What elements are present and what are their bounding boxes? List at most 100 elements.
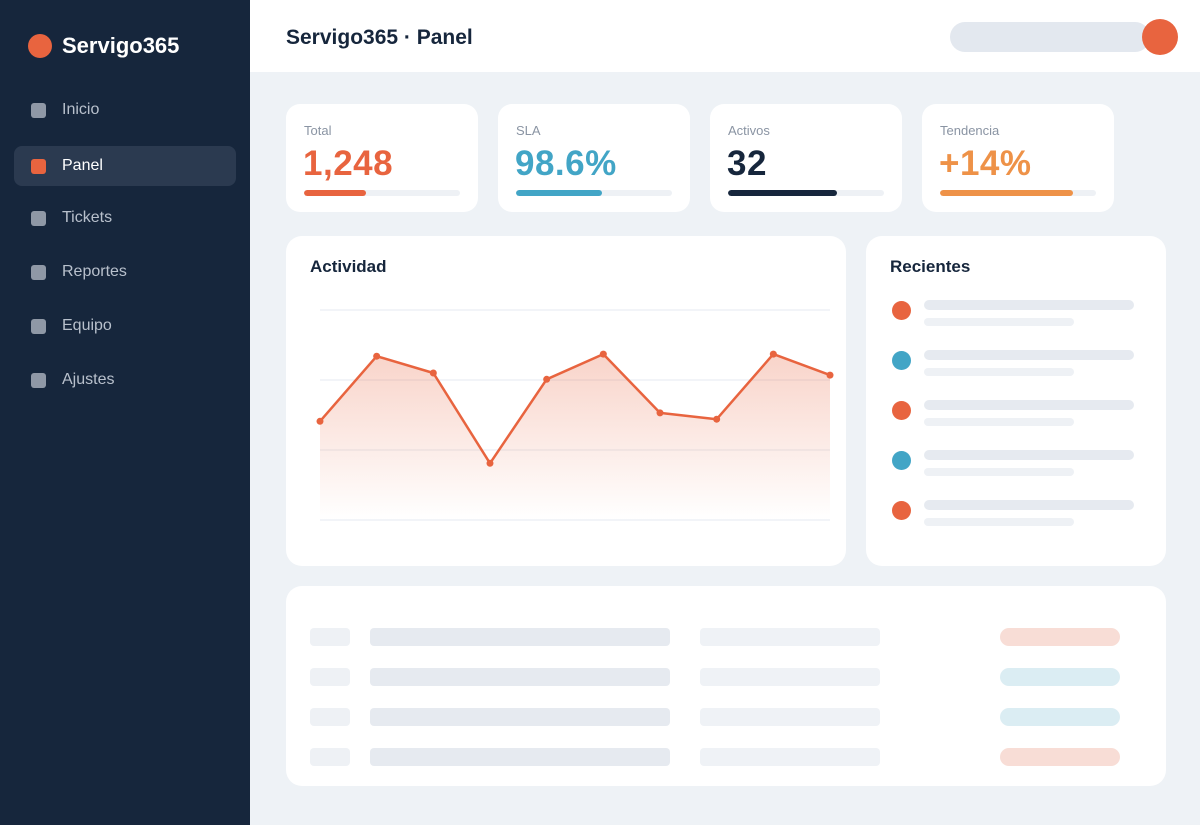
list-item[interactable] (866, 450, 1166, 481)
stat-label: Total (304, 123, 332, 138)
list-item-placeholder (924, 300, 1134, 310)
list-item[interactable] (866, 350, 1166, 381)
chart-point[interactable] (373, 352, 381, 360)
chart-point[interactable] (826, 371, 834, 379)
settings-icon (31, 372, 46, 388)
chart-point[interactable] (769, 350, 777, 358)
stat-label: SLA (516, 123, 541, 138)
stat-progress-fill (728, 190, 838, 196)
brand[interactable]: Servigo365 (28, 33, 179, 59)
list-item-placeholder (924, 418, 1074, 426)
stat-value: 1,248 (303, 144, 394, 183)
team-icon (31, 318, 46, 334)
stat-card-sla: SLA 98.6% (498, 104, 690, 212)
activity-chart (316, 309, 834, 521)
home-icon (31, 102, 46, 118)
status-badge (1000, 668, 1120, 686)
sidebar-item-label: Panel (62, 157, 103, 174)
sidebar-item-label: Reportes (62, 263, 127, 280)
list-item-placeholder (924, 318, 1074, 326)
stat-value: +14% (939, 144, 1032, 183)
list-item-placeholder (924, 350, 1134, 360)
stat-value: 32 (727, 144, 767, 183)
sidebar-item-label: Equipo (62, 317, 112, 334)
brand-logo-icon (28, 34, 52, 58)
table-row[interactable] (286, 668, 1166, 686)
stat-card-tendencia: Tendencia +14% (922, 104, 1114, 212)
list-item-placeholder (924, 468, 1074, 476)
stat-progress-track (728, 190, 884, 196)
status-badge (1000, 708, 1120, 726)
chart-point[interactable] (656, 409, 664, 417)
table-cell-placeholder (700, 708, 880, 726)
chart-point[interactable] (429, 369, 437, 377)
sidebar-item-equipo[interactable]: Equipo (14, 306, 236, 346)
search-input[interactable] (950, 22, 1150, 52)
activity-title: Actividad (310, 257, 387, 276)
list-item-placeholder (924, 368, 1074, 376)
sidebar-item-label: Tickets (62, 209, 113, 226)
recent-title: Recientes (890, 257, 971, 276)
sidebar-item-tickets[interactable]: Tickets (14, 198, 236, 238)
chart-series-line (319, 352, 831, 465)
chart-point[interactable] (316, 417, 324, 425)
status-dot-icon (892, 401, 911, 420)
chart-area-fill (320, 354, 830, 520)
sidebar-item-label: Ajustes (62, 371, 115, 388)
table-cell-placeholder (700, 628, 880, 646)
status-badge (1000, 748, 1120, 766)
stat-progress-fill (940, 190, 1073, 196)
activity-card: Actividad (286, 236, 846, 566)
table-cell-placeholder (370, 708, 670, 726)
stat-label: Tendencia (940, 123, 1000, 138)
chart-point[interactable] (713, 415, 721, 423)
chart-point[interactable] (543, 375, 551, 383)
table-cell-placeholder (310, 708, 350, 726)
sidebar-item-reportes[interactable]: Reportes (14, 252, 236, 292)
status-dot-icon (892, 451, 911, 470)
page-title: Servigo365 · Panel (286, 26, 473, 49)
chart-point[interactable] (486, 459, 494, 467)
list-item-placeholder (924, 400, 1134, 410)
table-cell-placeholder (700, 668, 880, 686)
sidebar-item-panel[interactable]: Panel (14, 146, 236, 186)
sidebar: Servigo365 Inicio Panel Tickets Reportes… (0, 0, 250, 825)
stat-progress-track (516, 190, 672, 196)
stat-progress-fill (516, 190, 602, 196)
sidebar-item-ajustes[interactable]: Ajustes (14, 360, 236, 400)
table-row[interactable] (286, 628, 1166, 646)
table-cell-placeholder (370, 748, 670, 766)
list-item-placeholder (924, 500, 1134, 510)
table-cell-placeholder (370, 628, 670, 646)
brand-name: Servigo365 (62, 33, 180, 58)
status-dot-icon (892, 301, 911, 320)
table-cell-placeholder (370, 668, 670, 686)
recent-card: Recientes (866, 236, 1166, 566)
stat-progress-track (940, 190, 1096, 196)
stat-value: 98.6% (515, 144, 617, 183)
list-item[interactable] (866, 400, 1166, 431)
table-row[interactable] (286, 708, 1166, 726)
status-badge (1000, 628, 1120, 646)
status-dot-icon (892, 351, 911, 370)
dashboard-icon (31, 158, 46, 174)
table-cell-placeholder (310, 748, 350, 766)
list-item[interactable] (866, 500, 1166, 531)
status-dot-icon (892, 501, 911, 520)
ticket-icon (31, 210, 46, 226)
table-cell-placeholder (310, 628, 350, 646)
top-header: Servigo365 · Panel (250, 0, 1200, 72)
stat-card-total: Total 1,248 (286, 104, 478, 212)
list-item-placeholder (924, 450, 1134, 460)
stat-label: Activos (728, 123, 770, 138)
list-item[interactable] (866, 300, 1166, 331)
stat-card-activos: Activos 32 (710, 104, 902, 212)
sidebar-item-inicio[interactable]: Inicio (14, 90, 236, 130)
chart-point[interactable] (599, 350, 607, 358)
stat-progress-fill (304, 190, 367, 196)
avatar[interactable] (1142, 19, 1178, 55)
list-item-placeholder (924, 518, 1074, 526)
report-icon (31, 264, 46, 280)
table-row[interactable] (286, 748, 1166, 766)
sidebar-item-label: Inicio (62, 101, 100, 118)
